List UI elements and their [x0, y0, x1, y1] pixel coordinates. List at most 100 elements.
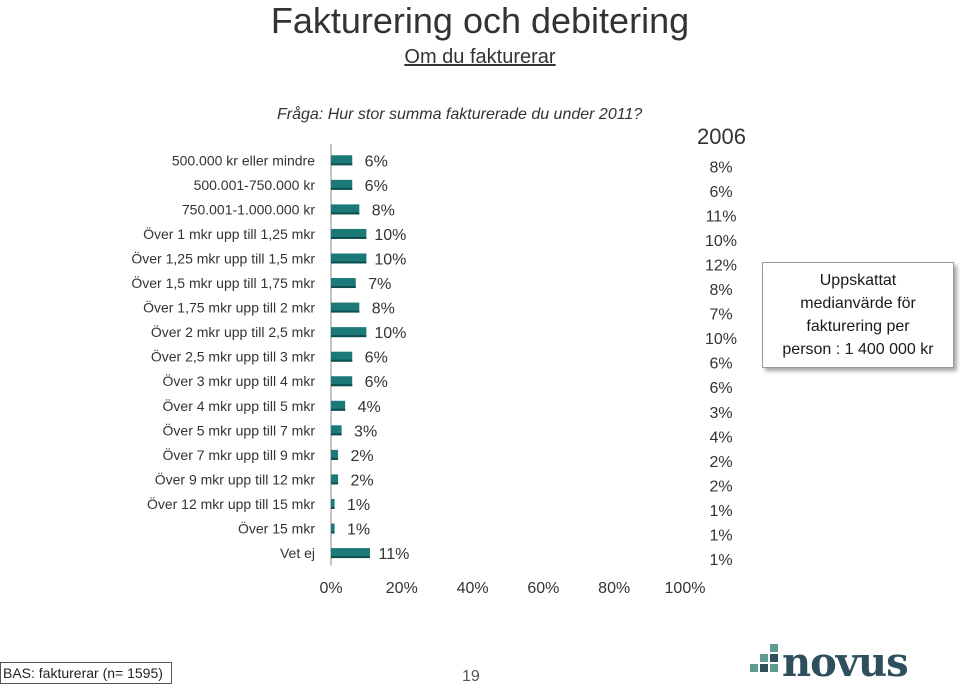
bar [331, 228, 367, 239]
bar-value-label: 6% [365, 350, 388, 367]
novus-logo: novus [750, 642, 909, 682]
bar-shadow [331, 433, 342, 436]
category-label: 500.001-750.000 kr [194, 177, 316, 193]
bar [331, 302, 360, 313]
comparison-2006-label: 1% [709, 528, 732, 545]
comparison-2006-label: 10% [705, 233, 737, 250]
bar [331, 155, 353, 166]
comparison-2006-label: 7% [709, 307, 732, 324]
comparison-2006-label: 8% [709, 159, 732, 176]
logo-wordmark: novus [782, 642, 908, 682]
bar-value-label: 4% [358, 399, 381, 416]
median-callout: Uppskattat medianvärde för fakturering p… [762, 262, 954, 368]
bar [331, 523, 335, 534]
page-title: Fakturering och debitering [270, 0, 690, 41]
category-label: Över 1 mkr upp till 1,25 mkr [143, 225, 315, 242]
comparison-2006-label: 6% [709, 184, 732, 201]
category-label: Över 1,75 mkr upp till 2 mkr [143, 299, 315, 316]
category-label: Över 2,5 mkr upp till 3 mkr [151, 348, 315, 365]
bar-shadow [331, 286, 356, 289]
bar-shadow [331, 335, 367, 338]
category-label: 750.001-1.000.000 kr [182, 201, 315, 217]
bar-shadow [331, 482, 339, 485]
category-label: Över 5 mkr upp till 7 mkr [163, 421, 316, 438]
category-label: Över 2 mkr upp till 2,5 mkr [151, 323, 315, 340]
bar-shadow [331, 457, 339, 460]
bar [331, 179, 353, 190]
bar [331, 204, 360, 215]
comparison-2006-label: 1% [709, 552, 732, 569]
bar-value-label: 1% [347, 522, 370, 539]
bar-shadow [331, 408, 346, 411]
bar [331, 425, 342, 436]
callout-line: fakturering per [806, 318, 910, 335]
comparison-2006-label: 8% [709, 282, 732, 299]
x-tick-label: 60% [527, 580, 559, 597]
category-label: Över 9 mkr upp till 12 mkr [155, 470, 316, 487]
bar-shadow [331, 261, 367, 264]
callout-line: person : 1 400 000 kr [782, 341, 934, 358]
survey-question: Fråga: Hur stor summa fakturerade du und… [277, 106, 643, 123]
comparison-year-label: 2006 [697, 124, 746, 149]
bar [331, 376, 353, 387]
comparison-2006-label: 10% [705, 331, 737, 348]
bar-value-label: 10% [374, 325, 406, 342]
bar-value-label: 7% [368, 276, 391, 293]
comparison-2006-label: 6% [709, 380, 732, 397]
category-label: Över 15 mkr [238, 520, 315, 537]
category-label: Över 7 mkr upp till 9 mkr [163, 446, 316, 463]
bar-value-label: 2% [351, 448, 374, 465]
bar-value-label: 1% [347, 497, 370, 514]
bar-shadow [331, 212, 360, 215]
category-label: Över 4 mkr upp till 5 mkr [163, 397, 316, 414]
bar-shadow [331, 359, 353, 362]
category-label: Över 12 mkr upp till 15 mkr [147, 495, 315, 512]
page-number: 19 [462, 668, 480, 685]
bar-shadow [331, 506, 335, 509]
comparison-2006-label: 11% [706, 208, 737, 225]
bar-value-label: 11% [379, 546, 410, 563]
bar [331, 351, 353, 362]
bar-shadow [331, 384, 353, 387]
bar-shadow [331, 310, 360, 313]
x-tick-label: 40% [457, 580, 489, 597]
comparison-2006-label: 12% [705, 257, 737, 274]
bar [331, 498, 335, 509]
bar-value-label: 10% [374, 251, 406, 268]
category-label: Vet ej [280, 545, 315, 561]
comparison-2006-label: 6% [709, 356, 732, 373]
bar-shadow [331, 531, 335, 534]
x-tick-label: 20% [386, 580, 418, 597]
bar [331, 548, 370, 559]
bar-shadow [331, 556, 370, 559]
base-note: BAS: fakturerar (n= 1595) [0, 662, 172, 684]
category-label: Över 3 mkr upp till 4 mkr [163, 372, 316, 389]
comparison-2006-label: 2% [709, 478, 732, 495]
bar [331, 400, 346, 411]
comparison-2006-label: 3% [709, 405, 732, 422]
callout-line: medianvärde för [800, 295, 916, 312]
bar-value-label: 8% [372, 301, 395, 318]
category-label: 500.000 kr eller mindre [172, 152, 315, 168]
comparison-2006-label: 1% [709, 503, 732, 520]
logo-squares-icon [750, 644, 778, 672]
x-tick-label: 0% [319, 580, 342, 597]
x-tick-label: 100% [665, 580, 706, 597]
bar [331, 253, 367, 264]
bar [331, 278, 356, 289]
callout-line: Uppskattat [819, 272, 897, 289]
bar-value-label: 6% [365, 374, 388, 391]
bar [331, 327, 367, 338]
bar-value-label: 6% [365, 178, 388, 195]
bar-value-label: 3% [354, 423, 377, 440]
bar-shadow [331, 236, 367, 239]
comparison-2006-label: 4% [709, 429, 732, 446]
page-subtitle: Om du fakturerar [404, 46, 556, 68]
bar-value-label: 10% [374, 227, 406, 244]
category-label: Över 1,25 mkr upp till 1,5 mkr [131, 249, 315, 266]
bar-value-label: 8% [372, 202, 395, 219]
bar [331, 474, 339, 485]
x-tick-label: 80% [598, 580, 630, 597]
category-label: Över 1,5 mkr upp till 1,75 mkr [131, 274, 315, 291]
bar-shadow [331, 163, 353, 166]
